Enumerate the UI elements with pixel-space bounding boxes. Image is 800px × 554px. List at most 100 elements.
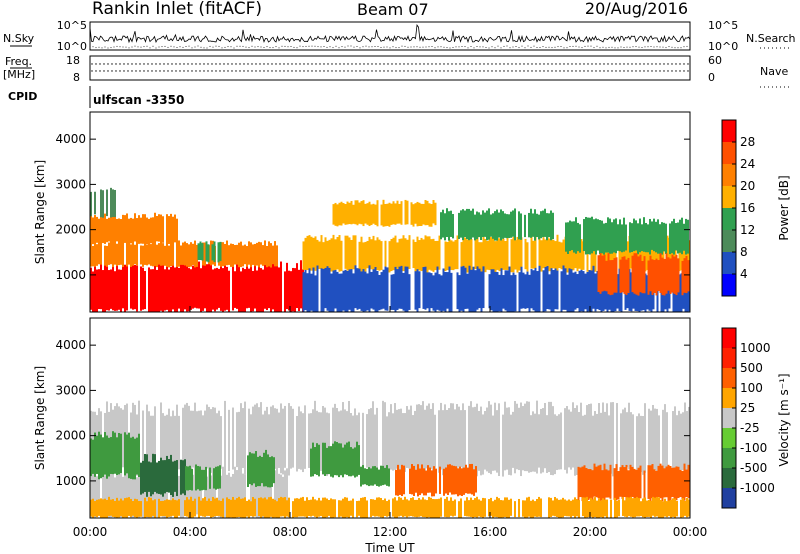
heatmap-cell <box>244 401 246 474</box>
heatmap-cell <box>348 500 350 518</box>
heatmap-cell <box>671 467 674 497</box>
nave-point <box>523 70 525 72</box>
heatmap-cell <box>138 215 140 244</box>
heatmap-cell <box>554 241 557 270</box>
heatmap-cell <box>262 472 264 518</box>
heatmap-cell <box>302 496 304 517</box>
x-axis-ticks: 00:00 04:00 08:00 12:00 16:00 20:00 00:00 <box>73 306 707 539</box>
heatmap-cell <box>226 266 228 310</box>
heatmap-cell <box>562 497 564 518</box>
nsearch-point <box>164 45 166 47</box>
heatmap-cell <box>213 241 216 263</box>
nave-point <box>311 70 313 72</box>
heatmap-cell <box>316 265 319 312</box>
heatmap-cell <box>571 221 573 251</box>
heatmap-cell <box>110 437 112 474</box>
heatmap-cell <box>232 473 234 516</box>
heatmap-cell <box>412 204 415 227</box>
freq-point <box>407 63 409 65</box>
heatmap-cell <box>174 267 176 312</box>
heatmap-cell <box>388 412 390 470</box>
heatmap-cell <box>134 438 136 480</box>
heatmap-cell <box>208 498 210 516</box>
heatmap-cell <box>368 265 371 312</box>
nsearch-point <box>407 46 409 48</box>
heatmap-cell <box>618 499 620 517</box>
nsky-tick-max: 10^5 <box>57 19 87 32</box>
nave-point <box>307 70 309 72</box>
heatmap-cell <box>613 468 616 500</box>
freq-tick-min: 8 <box>73 71 80 84</box>
heatmap-cell <box>362 242 365 273</box>
heatmap-cell <box>220 475 222 518</box>
heatmap-cell <box>200 468 202 515</box>
heatmap-cell <box>162 460 164 497</box>
heatmap-cell <box>663 468 666 498</box>
heatmap-cell <box>358 202 361 224</box>
heatmap-cell <box>604 499 606 517</box>
heatmap-cell <box>450 210 452 237</box>
nave-point <box>507 70 509 72</box>
heatmap-cell <box>579 467 582 498</box>
nave-point <box>471 70 473 72</box>
heatmap-cell <box>496 235 499 270</box>
colorbar-swatch <box>722 468 736 489</box>
nsearch-tick-min: 10^0 <box>708 40 738 53</box>
heatmap-cell <box>408 274 411 310</box>
freq-point <box>187 63 189 65</box>
heatmap-cell <box>198 475 200 514</box>
heatmap-cell <box>144 473 146 517</box>
heatmap-cell <box>248 499 250 518</box>
heatmap-cell <box>217 242 220 263</box>
freq-point <box>571 63 573 65</box>
heatmap-cell <box>128 432 130 479</box>
heatmap-cell <box>166 499 168 518</box>
heatmap-cell <box>196 411 198 477</box>
heatmap-cell <box>269 457 271 488</box>
heatmap-cell <box>215 466 217 490</box>
heatmap-cell <box>472 499 474 518</box>
heatmap-cell <box>590 497 592 517</box>
heatmap-cell <box>403 465 405 495</box>
heatmap-cell <box>322 497 324 518</box>
nave-point <box>183 70 185 72</box>
heatmap-cell <box>352 204 355 224</box>
heatmap-cell <box>320 500 322 517</box>
heatmap-cell <box>261 456 263 484</box>
heatmap-cell <box>108 496 110 516</box>
freq-point <box>423 63 425 65</box>
heatmap-cell <box>310 413 312 473</box>
heatmap-cell <box>236 470 238 517</box>
heatmap-cell <box>624 407 626 469</box>
heatmap-cell <box>514 274 517 312</box>
heatmap-cell <box>500 268 503 312</box>
heatmap-cell <box>156 471 158 518</box>
heatmap-cell <box>448 500 450 518</box>
heatmap-cell <box>346 411 348 474</box>
nave-point <box>239 70 241 72</box>
nsearch-point <box>188 45 190 47</box>
freq-point <box>475 63 477 65</box>
heatmap-cell <box>116 497 118 518</box>
heatmap-cell <box>246 500 248 517</box>
heatmap-cell <box>498 238 501 272</box>
heatmap-cell <box>442 410 444 476</box>
heatmap-cell <box>566 241 569 273</box>
heatmap-cell <box>104 265 106 312</box>
nsearch-point <box>641 46 643 48</box>
heatmap-cell <box>142 469 144 518</box>
heatmap-cell <box>434 272 437 312</box>
heatmap-cell <box>580 239 583 273</box>
freq-point <box>143 63 145 65</box>
heatmap-cell <box>622 497 624 516</box>
nsearch-point <box>266 46 268 48</box>
freq-point <box>271 63 273 65</box>
heatmap-cell <box>657 219 659 254</box>
heatmap-cell <box>154 262 156 312</box>
heatmap-cell <box>458 212 460 239</box>
heatmap-cell <box>436 240 439 270</box>
heatmap-cell <box>576 274 579 309</box>
heatmap-cell <box>268 241 270 267</box>
heatmap-cell <box>612 236 615 270</box>
